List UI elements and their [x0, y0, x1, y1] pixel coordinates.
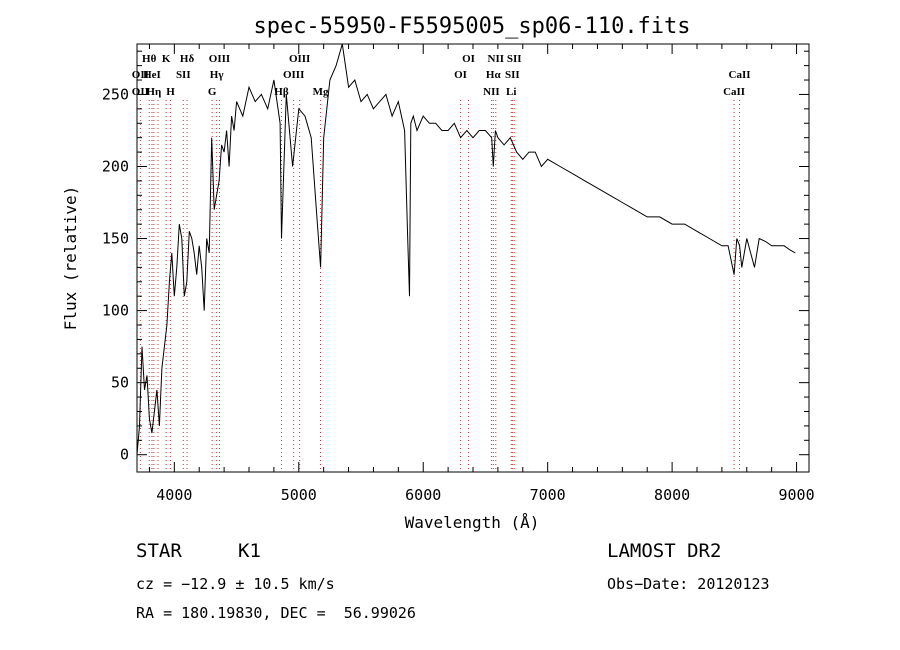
- line-label: SII: [505, 69, 520, 81]
- spectrum-line: [136, 43, 796, 455]
- line-label: Hδ: [180, 53, 195, 65]
- line-label: NII: [488, 53, 505, 65]
- line-label: H: [166, 86, 175, 98]
- y-tick-label: 0: [120, 446, 129, 464]
- x-axis: 4000 5000 6000 7000 8000 9000: [148, 44, 815, 504]
- line-markers: [139, 100, 741, 472]
- line-label: Hα: [486, 69, 502, 81]
- obs-date: Obs−Date: 20120123: [607, 575, 770, 593]
- x-tick-label: 8000: [654, 486, 690, 504]
- line-label: OI: [462, 53, 475, 65]
- x-tick-label: 9000: [778, 486, 814, 504]
- x-tick-label: 7000: [530, 486, 566, 504]
- line-label: OI: [454, 69, 467, 81]
- y-tick-label: 50: [111, 374, 129, 392]
- cz-value: cz = −12.9 ± 10.5 km/s: [136, 575, 335, 593]
- y-tick-label: 150: [102, 230, 129, 248]
- y-tick-label: 100: [102, 302, 129, 320]
- line-labels: OIIOIIHθHeIHηKHSIIHδGHγOIIIHβOIIIOIIIMgO…: [132, 53, 751, 98]
- line-label: Hβ: [274, 86, 289, 98]
- line-label: OIII: [289, 53, 310, 65]
- line-label: Hη: [146, 86, 161, 98]
- line-label: SII: [176, 69, 191, 81]
- line-label: CaII: [723, 86, 745, 98]
- line-label: G: [208, 86, 217, 98]
- survey-label: LAMOST DR2: [607, 540, 722, 562]
- x-tick-label: 5000: [281, 486, 317, 504]
- plot-frame: [136, 43, 810, 473]
- line-label: OIII: [283, 69, 304, 81]
- y-axis: 0 50 100 150 200 250: [102, 50, 809, 464]
- subclass-label: K1: [238, 540, 261, 562]
- x-tick-label: 6000: [405, 486, 441, 504]
- y-tick-label: 200: [102, 157, 129, 175]
- line-label: HeI: [143, 69, 161, 81]
- line-label: CaII: [729, 69, 751, 81]
- line-label: Hθ: [142, 53, 157, 65]
- chart-title: spec-55950-F5595005_sp06-110.fits: [253, 14, 690, 39]
- line-label: Mg: [313, 86, 329, 98]
- line-label: Li: [506, 86, 516, 98]
- class-label: STAR: [136, 540, 182, 562]
- line-label: NII: [483, 86, 500, 98]
- x-axis-label: Wavelength (Å): [405, 513, 540, 532]
- line-label: K: [162, 53, 171, 65]
- line-label: OIII: [209, 53, 230, 65]
- line-label: OII: [132, 86, 149, 98]
- y-axis-label: Flux (relative): [61, 186, 80, 331]
- y-tick-label: 250: [102, 85, 129, 103]
- coordinates: RA = 180.19830, DEC = 56.99026: [136, 604, 416, 622]
- line-label: OII: [132, 69, 149, 81]
- x-tick-label: 4000: [156, 486, 192, 504]
- line-label: SII: [507, 53, 522, 65]
- line-label: Hγ: [210, 69, 224, 81]
